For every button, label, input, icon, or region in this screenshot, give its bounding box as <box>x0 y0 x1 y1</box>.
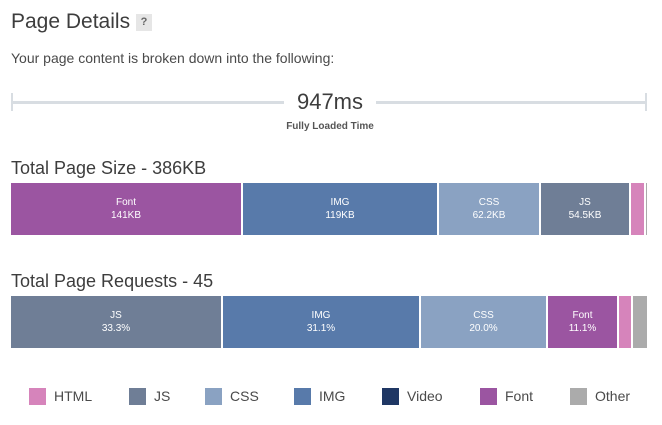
segment-value: 54.5KB <box>568 210 602 221</box>
requests-segment-js[interactable]: JS 33.3% <box>11 296 221 348</box>
segment-value: 11.1% <box>568 323 597 334</box>
size-segment-css[interactable]: CSS 62.2KB <box>439 183 539 235</box>
segment-value: 20.0% <box>469 323 498 334</box>
requests-segment-other[interactable] <box>633 296 647 348</box>
page-requests-bar: JS 33.3% IMG 31.1% CSS 20.0% Font 11.1% <box>11 296 647 348</box>
size-segment-font[interactable]: Font 141KB <box>11 183 241 235</box>
fully-loaded-time-label: Fully Loaded Time <box>286 121 374 132</box>
segment-label: JS <box>110 310 122 321</box>
total-page-size-title: Total Page Size - 386KB <box>11 158 207 178</box>
legend-item-font: Font <box>480 387 533 405</box>
segment-label: CSS <box>473 310 494 321</box>
segment-value: 141KB <box>110 210 142 221</box>
size-segment-img[interactable]: IMG 119KB <box>243 183 437 235</box>
total-page-requests-title: Total Page Requests - 45 <box>11 271 214 291</box>
legend-label: Other <box>595 388 631 404</box>
legend-swatch <box>382 387 399 405</box>
page-subtitle: Your page content is broken down into th… <box>11 50 335 66</box>
page-title: Page Details <box>11 10 131 33</box>
legend-swatch <box>29 387 46 405</box>
legend-swatch <box>205 387 222 405</box>
legend-item-other: Other <box>570 387 630 405</box>
segment-value: 62.2KB <box>472 210 506 221</box>
size-segment-other[interactable] <box>646 183 647 235</box>
segment-label: IMG <box>311 310 331 321</box>
legend-item-html: HTML <box>29 387 92 405</box>
legend-swatch <box>570 387 587 405</box>
size-segment-js[interactable]: JS 54.5KB <box>541 183 629 235</box>
requests-segment-img[interactable]: IMG 31.1% <box>223 296 419 348</box>
legend-label: Font <box>505 388 534 404</box>
segment-label: IMG <box>330 197 350 208</box>
size-segment-html[interactable] <box>631 183 644 235</box>
requests-segment-font[interactable]: Font 11.1% <box>548 296 617 348</box>
legend-item-css: CSS <box>205 387 259 405</box>
segment-label: JS <box>579 197 591 208</box>
requests-segment-html[interactable] <box>619 296 631 348</box>
timeline-line-right <box>376 101 646 104</box>
segment-value: 119KB <box>325 210 355 221</box>
segment-value: 33.3% <box>101 323 131 334</box>
segment-label: Font <box>572 310 593 321</box>
page-size-bar: Font 141KB IMG 119KB CSS 62.2KB JS 54.5KB <box>11 183 647 235</box>
segment-label: Font <box>115 197 136 208</box>
segment-value: 31.1% <box>306 323 336 334</box>
legend-label: HTML <box>54 388 93 404</box>
fully-loaded-time-value: 947ms <box>296 89 364 114</box>
legend-item-video: Video <box>382 387 443 405</box>
legend-label: IMG <box>319 388 346 404</box>
help-button[interactable]: ? <box>136 14 152 31</box>
segment-label: CSS <box>478 197 500 208</box>
legend-label: Video <box>407 388 443 404</box>
legend-swatch <box>294 387 311 405</box>
legend-label: CSS <box>230 388 259 404</box>
requests-segment-css[interactable]: CSS 20.0% <box>421 296 546 348</box>
legend-label: JS <box>154 388 171 404</box>
timeline-line-left <box>11 101 284 104</box>
legend-swatch <box>129 387 146 405</box>
legend-item-img: IMG <box>294 387 345 405</box>
timeline-end-tick <box>645 93 647 111</box>
legend-item-js: JS <box>129 387 170 405</box>
legend-swatch <box>480 387 497 405</box>
